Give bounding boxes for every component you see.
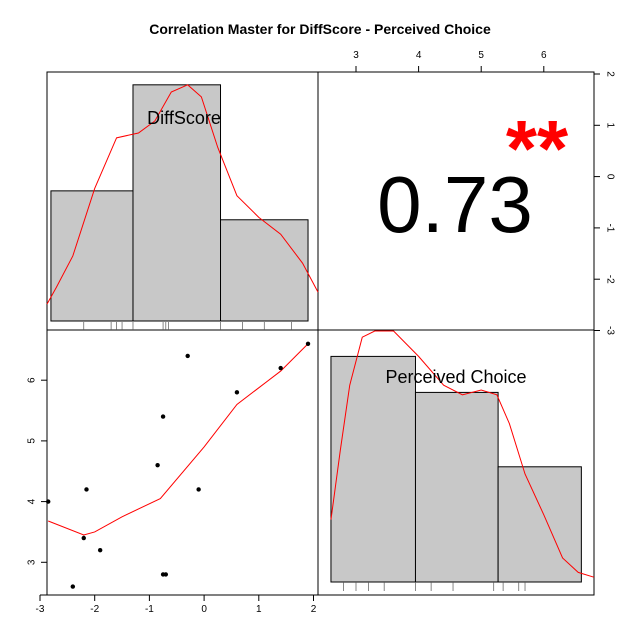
smooth-line [48, 343, 309, 536]
scatter-point [84, 487, 89, 492]
top-axis-tick-label: 6 [541, 50, 547, 61]
left-axis-tick-label: 3 [27, 559, 38, 565]
top-axis-tick-label: 3 [353, 50, 359, 61]
bottom-axis-tick-label: 0 [201, 604, 207, 615]
histogram-bar [497, 466, 582, 583]
bottom-axis-tick-label: -1 [145, 604, 154, 615]
top-axis-tick-label: 5 [478, 50, 484, 61]
panel-scatter [46, 329, 319, 596]
bottom-axis-tick-label: 1 [256, 604, 262, 615]
scatter-point [234, 390, 240, 395]
significance-stars: ** [506, 104, 569, 193]
bottom-axis-tick-label: -3 [36, 604, 45, 615]
variable-label-perceived-choice: Perceived Choice [385, 367, 526, 387]
panel-perceived-histogram [317, 329, 595, 596]
scatter-point [160, 572, 166, 577]
scatter-point [70, 584, 76, 589]
top-axis-tick-label: 4 [416, 50, 422, 61]
scatter-point [185, 353, 190, 359]
left-axis-tick-label: 5 [27, 438, 38, 444]
right-axis-tick-label: -2 [604, 275, 615, 284]
axes-layer: -3 -2 -1 0 1 2 3 4 5 6 3 4 5 6 2 1 0 -1 -2 -3 [27, 50, 616, 615]
right-axis-tick-label: 2 [604, 71, 615, 77]
variable-label-diffscore: DiffScore [147, 108, 221, 128]
histogram-bar [330, 355, 416, 583]
right-axis-tick-label: 1 [604, 123, 615, 129]
perceived-histogram-layer [330, 330, 595, 591]
diffscore-histogram-layer [46, 84, 319, 330]
scatter-point [81, 535, 86, 541]
right-axis-tick-label: -3 [604, 326, 615, 335]
histogram-bar [220, 219, 309, 322]
chart-title: Correlation Master for DiffScore - Perce… [149, 21, 491, 37]
scatter-point [305, 341, 311, 346]
histogram-bar [50, 190, 134, 322]
density-curve [46, 84, 319, 305]
scatter-point [155, 462, 160, 468]
scatter-point [278, 365, 283, 371]
scatter-point [196, 487, 201, 492]
bottom-axis-tick-label: -2 [90, 604, 99, 615]
bottom-axis-tick-label: 2 [311, 604, 317, 615]
density-curve [330, 330, 595, 578]
histogram-bar [132, 84, 222, 322]
histogram-bar [414, 391, 499, 583]
scatter-point [160, 414, 166, 419]
right-axis-tick-label: -1 [604, 223, 615, 232]
scatter-layer [46, 341, 311, 589]
correlation-value: 0.73 [377, 160, 533, 249]
scatter-point [97, 547, 103, 553]
left-axis-tick-label: 6 [27, 377, 38, 383]
right-axis-tick-label: 0 [604, 174, 615, 180]
left-axis-tick-label: 4 [27, 498, 38, 504]
